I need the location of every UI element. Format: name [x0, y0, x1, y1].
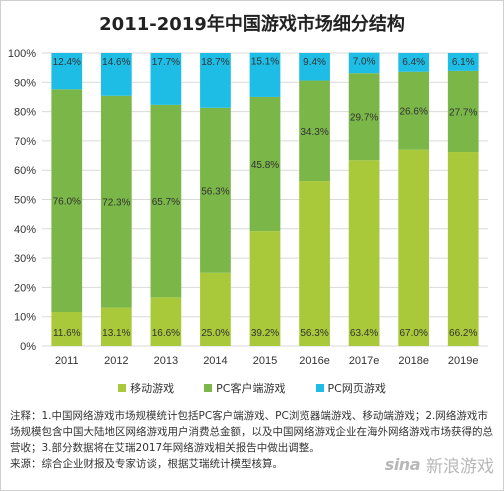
x-tick-label: 2018e [398, 355, 429, 367]
bar-segment [100, 53, 132, 96]
bar-segment [398, 71, 430, 150]
data-label: 6.4% [402, 57, 425, 68]
bar-segment [100, 307, 132, 346]
y-tick-label: 80% [14, 107, 36, 119]
legend-item: PC网页游戏 [315, 378, 386, 398]
chart-legend: 移动游戏 PC客户端游戏 PC网页游戏 [0, 378, 504, 398]
bar-segment [398, 149, 430, 346]
chart-title: 2011-2019年中国游戏市场细分结构 [99, 14, 405, 35]
data-label: 9.4% [303, 57, 326, 68]
data-label: 25.0% [201, 328, 229, 339]
bar-segment [200, 272, 231, 346]
x-tick-label: 2014 [203, 355, 227, 367]
x-tick-label: 2017e [349, 355, 380, 367]
data-label: 6.1% [452, 57, 475, 68]
data-label: 65.7% [152, 197, 180, 208]
x-tick-label: 2019e [448, 355, 479, 367]
y-tick-label: 20% [14, 282, 36, 294]
legend-swatch [315, 384, 324, 392]
data-label: 15.1% [251, 57, 279, 68]
data-label: 56.3% [201, 186, 229, 197]
data-label: 72.3% [102, 198, 130, 209]
data-label: 18.7% [201, 57, 229, 68]
y-tick-label: 30% [14, 253, 36, 265]
legend-label: PC网页游戏 [327, 382, 386, 395]
bar-segment [447, 70, 479, 153]
y-tick-label: 60% [14, 165, 36, 177]
sina-watermark: sina 新浪游戏 [385, 452, 494, 477]
legend-swatch [118, 384, 127, 392]
legend-swatch [204, 384, 213, 392]
data-label: 12.4% [53, 57, 81, 68]
bar-segment [348, 52, 380, 74]
data-label: 16.6% [152, 328, 180, 339]
bar-segment [299, 181, 330, 346]
bar-segment [150, 297, 182, 346]
bar-segment [447, 152, 479, 346]
y-tick-label: 50% [14, 195, 36, 207]
bar-segment [447, 53, 479, 71]
data-label: 63.4% [350, 328, 378, 339]
bar-segment [299, 80, 330, 182]
y-tick-label: 90% [14, 77, 36, 89]
x-tick-label: 2013 [154, 355, 178, 367]
bar-segment [299, 53, 330, 81]
data-label: 27.7% [449, 107, 477, 118]
stacked-bar-chart: 0% 10% 20% 30% 40% 50% 60% 70% 80% 90% 100% 11.6% 76… [8, 48, 488, 367]
data-label: 66.2% [449, 328, 477, 339]
bar-segment [150, 53, 182, 105]
x-tick-label: 2016e [299, 355, 330, 367]
bar-segment [51, 312, 83, 346]
data-label: 34.3% [300, 127, 328, 138]
data-label: 14.6% [102, 57, 130, 68]
data-label: 76.0% [53, 197, 81, 208]
notes-annotation: 注释：1.中国网络游戏市场规模统计包括PC客户端游戏、PC浏览器端游戏、移动端游… [10, 410, 493, 454]
data-label: 17.7% [152, 57, 180, 68]
data-label: 45.8% [251, 160, 279, 171]
y-tick-label: 10% [14, 312, 36, 324]
data-label: 11.6% [53, 328, 81, 339]
chart-notes: 注释：1.中国网络游戏市场规模统计包括PC客户端游戏、PC浏览器端游戏、移动端游… [10, 408, 496, 472]
data-label: 56.3% [300, 328, 328, 339]
x-tick-label: 2015 [253, 355, 277, 367]
data-label: 67.0% [399, 328, 427, 339]
watermark-name: 新浪游戏 [426, 457, 494, 477]
bar-segment [348, 73, 380, 161]
bar-segment [348, 160, 380, 346]
legend-item: 移动游戏 [118, 378, 174, 398]
y-tick-label: 40% [14, 224, 36, 236]
bar-segment [249, 52, 281, 97]
y-tick-label: 100% [8, 48, 36, 60]
bar-segment [249, 231, 281, 346]
y-tick-label: 70% [14, 136, 36, 148]
bar-segment [200, 53, 231, 108]
bar-segment [249, 96, 281, 232]
legend-label: 移动游戏 [130, 382, 175, 395]
bar-segment [51, 53, 83, 90]
bar-segment [200, 107, 231, 273]
x-tick-label: 2011 [55, 355, 79, 367]
data-label: 7.0% [353, 57, 376, 68]
data-label: 13.1% [102, 328, 130, 339]
data-label: 39.2% [251, 328, 279, 339]
bar-segment [100, 95, 132, 308]
legend-item: PC客户端游戏 [204, 378, 286, 398]
data-label: 29.7% [350, 113, 378, 124]
bar-segment [150, 104, 182, 298]
notes-source: 来源：综合企业财报及专家访谈，根据艾瑞统计模型核算。 [10, 458, 283, 470]
bar-segment [398, 53, 430, 72]
sina-logo: sina [384, 455, 421, 474]
y-tick-label: 0% [20, 341, 36, 353]
legend-label: PC客户端游戏 [216, 382, 286, 395]
data-label: 26.6% [399, 107, 427, 118]
bar-segment [51, 89, 83, 313]
x-tick-label: 2012 [104, 355, 128, 367]
